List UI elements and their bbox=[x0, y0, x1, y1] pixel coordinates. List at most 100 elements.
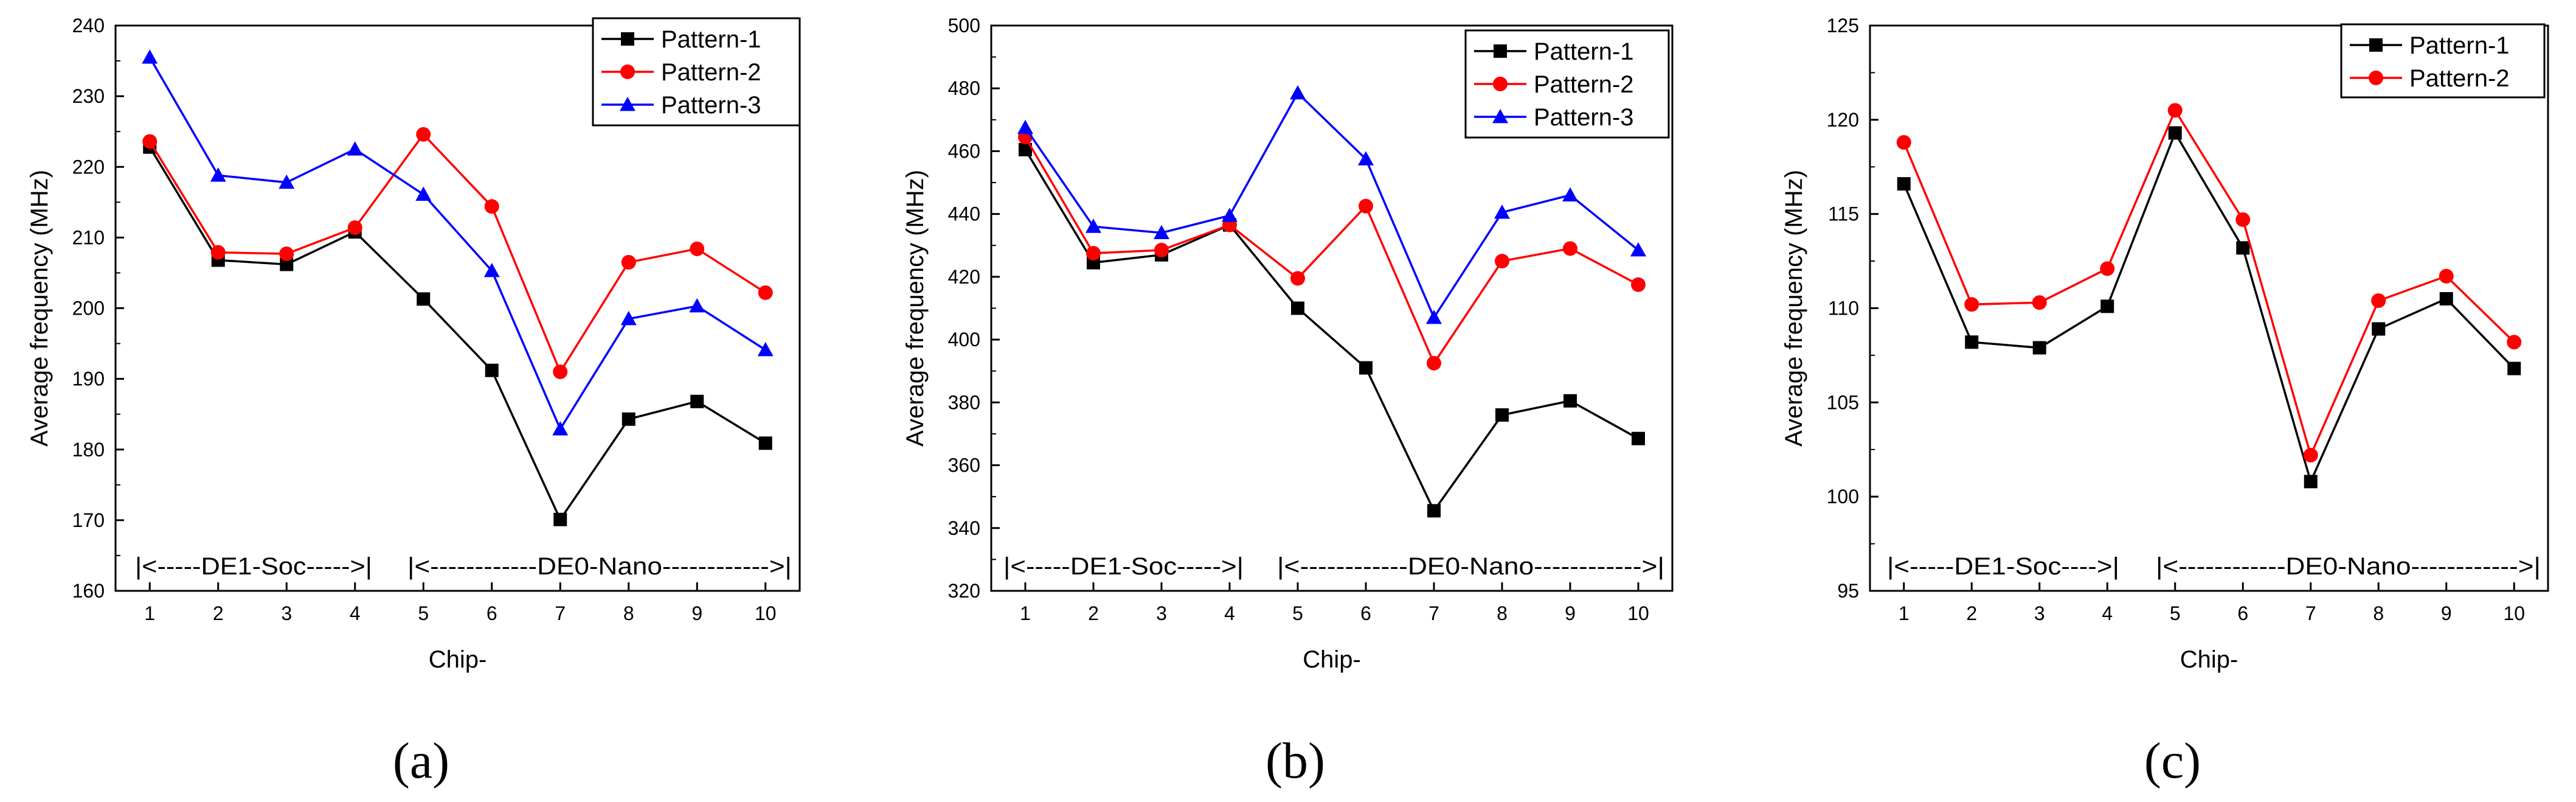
panel-label: (c) bbox=[2144, 733, 2201, 789]
y-axis-title: Average frequency (MHz) bbox=[1781, 170, 1807, 447]
series-line bbox=[148, 57, 766, 431]
data-point bbox=[758, 285, 773, 300]
legend-label: Pattern-1 bbox=[661, 26, 761, 53]
data-point bbox=[2168, 126, 2182, 140]
region-label-de0-nano: |<------------DE0-Nano------------>| bbox=[2156, 553, 2541, 580]
data-point bbox=[2507, 361, 2521, 375]
data-point bbox=[210, 167, 226, 182]
x-tick-label: 6 bbox=[2237, 602, 2248, 624]
x-tick-label: 1 bbox=[1020, 602, 1031, 624]
data-point bbox=[1086, 246, 1101, 261]
x-tick-label: 10 bbox=[2503, 602, 2525, 624]
y-tick-label: 190 bbox=[72, 368, 105, 390]
data-point bbox=[552, 421, 569, 436]
series-pattern-3 bbox=[142, 49, 774, 436]
data-point bbox=[1359, 361, 1373, 375]
data-point bbox=[621, 255, 636, 270]
data-point bbox=[347, 220, 362, 235]
x-axis-title: Chip- bbox=[429, 646, 487, 673]
data-point bbox=[1563, 394, 1577, 408]
y-tick-label: 320 bbox=[948, 580, 980, 602]
x-tick-label: 9 bbox=[691, 602, 702, 624]
y-tick-label: 500 bbox=[948, 15, 980, 37]
y-tick-label: 340 bbox=[948, 517, 980, 539]
data-point bbox=[553, 364, 568, 380]
series-line bbox=[148, 146, 766, 522]
x-tick-label: 6 bbox=[1360, 602, 1371, 624]
x-tick-label: 7 bbox=[555, 602, 566, 624]
x-tick-label: 4 bbox=[1224, 602, 1235, 624]
data-point bbox=[2372, 322, 2386, 336]
data-point bbox=[757, 342, 774, 357]
legend-label: Pattern-2 bbox=[1534, 71, 1634, 98]
panel-label: (b) bbox=[1265, 733, 1325, 789]
x-tick-label: 1 bbox=[1899, 602, 1909, 624]
series-pattern-1 bbox=[143, 140, 772, 526]
legend-box bbox=[2340, 23, 2546, 99]
data-point bbox=[1631, 277, 1646, 292]
x-axis-title: Chip- bbox=[1303, 646, 1361, 673]
legend-label: Pattern-2 bbox=[2409, 65, 2510, 92]
chart-panel-1: 160 170 180 190 200 210 220 230 240 1 2 3 4 5 6 7 8 9 10 Ch… bbox=[26, 15, 801, 789]
data-point bbox=[142, 49, 158, 64]
data-point bbox=[690, 394, 704, 408]
chart-panel-2: 320 340 360 380 400 420 440 460 480 500 1 2 3 4 5 6 7 8 9 1… bbox=[902, 15, 1674, 789]
region-label-de1-soc: |<-----DE1-Soc----->| bbox=[135, 553, 372, 580]
y-tick-label: 460 bbox=[948, 140, 980, 162]
data-point bbox=[280, 257, 294, 271]
x-tick-label: 10 bbox=[755, 602, 777, 624]
y-tick-label: 180 bbox=[72, 439, 105, 461]
y-axis-title: Average frequency (MHz) bbox=[902, 170, 929, 447]
series-pattern-3 bbox=[1017, 85, 1646, 324]
data-point bbox=[415, 186, 432, 201]
data-point bbox=[210, 245, 226, 260]
data-point bbox=[484, 199, 499, 214]
data-point bbox=[2235, 212, 2251, 227]
data-point bbox=[2439, 292, 2453, 306]
data-point bbox=[2303, 448, 2318, 463]
x-tick-label: 8 bbox=[2373, 602, 2384, 624]
x-tick-label: 2 bbox=[213, 602, 224, 624]
data-point bbox=[1154, 225, 1169, 240]
legend-marker bbox=[620, 97, 635, 111]
series-line bbox=[1024, 136, 1639, 366]
y-tick-label: 420 bbox=[948, 266, 980, 288]
legend: Pattern-1 Pattern-2 Pattern-3 bbox=[592, 17, 801, 127]
x-tick-label: 5 bbox=[2170, 602, 2181, 624]
data-point bbox=[1426, 309, 1442, 324]
y-tick-label: 440 bbox=[948, 203, 980, 225]
y-tick-label: 125 bbox=[1827, 15, 1859, 37]
data-point bbox=[2439, 268, 2454, 284]
series-pattern-2 bbox=[142, 127, 773, 380]
data-point bbox=[1290, 85, 1306, 100]
y-tick-label: 220 bbox=[72, 156, 105, 178]
x-axis-title: Chip- bbox=[2180, 646, 2238, 673]
x-tick-label: 3 bbox=[2034, 602, 2045, 624]
data-point bbox=[1085, 218, 1101, 233]
panel-label: (a) bbox=[393, 733, 449, 789]
data-point bbox=[1154, 243, 1169, 258]
region-label-de1-soc: |<-----DE1-Soc----->| bbox=[1003, 553, 1244, 580]
data-point bbox=[2100, 299, 2114, 313]
legend: Pattern-1 Pattern-2 bbox=[2340, 23, 2546, 99]
data-point bbox=[2167, 103, 2183, 118]
x-tick-label: 4 bbox=[350, 602, 361, 624]
legend-marker bbox=[1493, 77, 1508, 91]
region-label-de0-nano: |<------------DE0-Nano------------>| bbox=[1277, 553, 1664, 580]
data-point bbox=[2371, 293, 2386, 309]
data-point bbox=[1494, 204, 1510, 219]
y-tick-label: 170 bbox=[72, 509, 105, 531]
x-tick-label: 8 bbox=[623, 602, 634, 624]
legend: Pattern-1 Pattern-2 Pattern-3 bbox=[1464, 29, 1670, 139]
y-tick-label: 240 bbox=[72, 15, 105, 37]
y-axis-title: Average frequency (MHz) bbox=[26, 170, 53, 447]
data-point bbox=[2236, 241, 2250, 255]
series-line bbox=[1024, 148, 1639, 513]
legend-marker bbox=[1492, 109, 1508, 124]
data-point bbox=[483, 262, 500, 277]
x-tick-label: 10 bbox=[1627, 602, 1649, 624]
data-point bbox=[621, 412, 635, 426]
x-tick-label: 3 bbox=[1156, 602, 1167, 624]
data-point bbox=[1563, 241, 1577, 256]
data-point bbox=[142, 134, 158, 149]
